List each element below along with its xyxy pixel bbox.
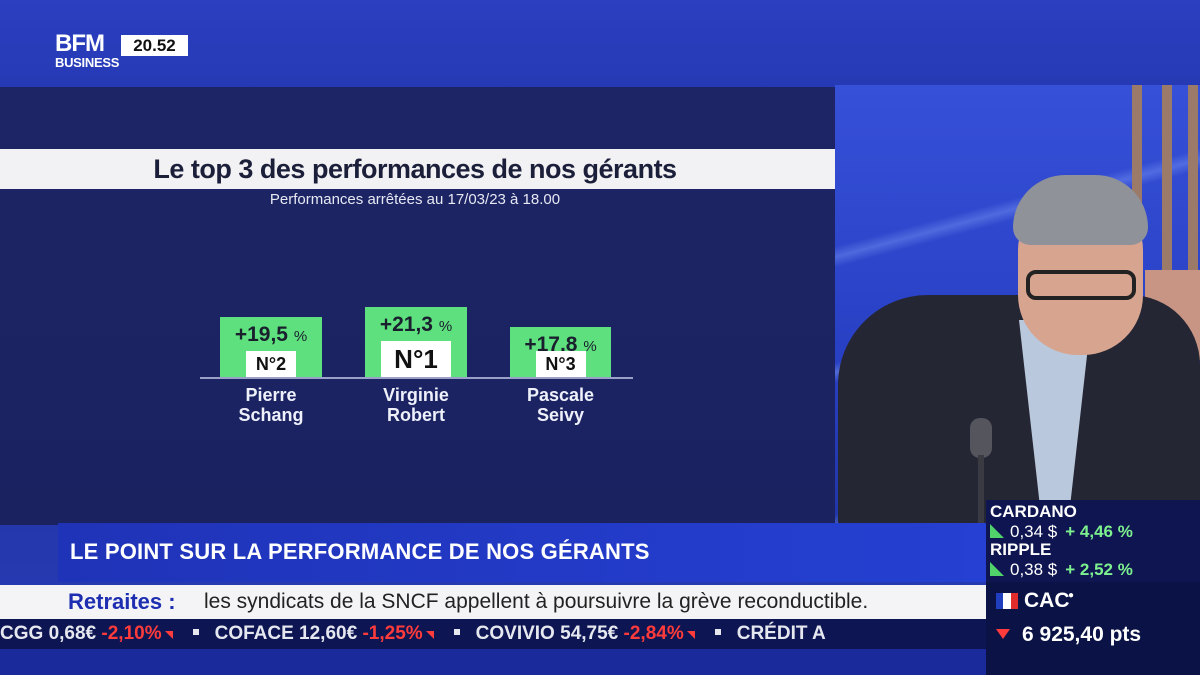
manager-name: Virginie Robert	[355, 385, 477, 425]
chart-subtitle: Performances arrêtées au 17/03/23 à 18.0…	[269, 191, 561, 208]
bottom-strip	[0, 649, 986, 675]
rank-badge: N°2	[246, 351, 296, 377]
index-panel: CAC ● 6 925,40 pts	[986, 582, 1200, 675]
microphone-stand	[978, 455, 984, 525]
news-label: Retraites :	[68, 589, 176, 614]
headline-text: LE POINT SUR LA PERFORMANCE DE NOS GÉRAN…	[70, 539, 650, 564]
rank-badge: N°3	[535, 351, 586, 377]
crypto-change: + 4,46 %	[1065, 522, 1133, 541]
bar-value-number: +17,8	[524, 332, 584, 356]
studio-pillar	[1188, 85, 1198, 315]
crypto-price: 0,34 $	[1010, 522, 1058, 541]
presenter	[838, 170, 1200, 525]
news-text: les syndicats de la SNCF appellent à pou…	[204, 590, 869, 613]
bar-value-number: +19,5	[234, 323, 294, 347]
bar-value-number: +21,3	[379, 312, 439, 336]
bar-value-label: +21,3 %	[365, 313, 467, 337]
presenter-suit	[838, 295, 1200, 525]
crypto-price: 0,38 $	[1010, 560, 1058, 579]
bar-value-label: +19,5 %	[220, 323, 322, 347]
live-dot-icon: ●	[1068, 590, 1075, 601]
logo-bfm-text: BFM	[55, 30, 105, 57]
chart-title-bar	[0, 149, 835, 189]
up-triangle-icon	[990, 562, 1004, 576]
bar-value-label: +17,8 %	[510, 333, 611, 357]
crypto-quote: 0,34 $ + 4,46 %	[990, 522, 1200, 542]
flag-stripe	[1010, 593, 1018, 609]
up-triangle-icon	[990, 524, 1004, 538]
index-value: 6 925,40 pts	[1022, 623, 1142, 646]
ticker-price: 54,75€	[560, 623, 624, 644]
presenter-hair	[1013, 175, 1148, 245]
chart-panel: Le top 3 des performances de nos gérants…	[0, 87, 835, 525]
bar-value-unit: %	[583, 337, 597, 355]
ticker-price: 0,68€	[48, 623, 102, 644]
ticker-change: -2,84%	[623, 623, 684, 644]
crypto-name: CARDANO	[990, 502, 1077, 521]
flag-stripe	[996, 593, 1004, 609]
microphone-icon	[970, 418, 992, 458]
bar-value-unit: %	[438, 317, 453, 335]
chart-title: Le top 3 des performances de nos gérants	[153, 154, 677, 184]
studio-pillar	[1162, 85, 1172, 315]
ticker-item: CRÉDIT A	[737, 619, 826, 649]
logo-business-text: BUSINESS	[55, 55, 120, 70]
ticker-name: COVIVIO	[475, 623, 561, 644]
ticker-item: CGG 0,68€ -2,10%	[0, 619, 173, 649]
ticker-name: CRÉDIT A	[736, 623, 826, 644]
broadcast-clock: 20.52	[121, 35, 188, 56]
crypto-quote: 0,38 $ + 2,52 %	[990, 560, 1200, 580]
bar-value-unit: %	[293, 328, 308, 346]
crypto-row: RIPPLE 0,38 $ + 2,52 %	[990, 540, 1200, 580]
down-triangle-icon	[164, 631, 173, 639]
ticker-change: -2,10%	[101, 623, 162, 644]
ticker-name: COFACE	[214, 623, 300, 644]
index-name: CAC	[1024, 589, 1070, 612]
manager-name: Pascale Seivy	[500, 385, 621, 425]
ticker-change: -1,25%	[362, 623, 423, 644]
headline-banner: LE POINT SUR LA PERFORMANCE DE NOS GÉRAN…	[58, 523, 986, 582]
manager-name-line: Seivy	[536, 405, 585, 425]
france-flag-icon	[996, 593, 1018, 609]
news-line: Retraites : les syndicats de la SNCF app…	[0, 585, 986, 619]
manager-name-line: Schang	[238, 405, 304, 425]
flag-stripe	[1003, 593, 1011, 609]
ticker-item: COVIVIO 54,75€ -2,84%	[476, 619, 695, 649]
down-triangle-icon	[686, 631, 695, 639]
crypto-panel: CARDANO 0,34 $ + 4,46 % RIPPLE 0,38 $ + 2,…	[986, 500, 1200, 582]
ticker-separator	[192, 629, 199, 636]
ticker-separator	[453, 629, 460, 636]
manager-name-line: Pascale	[526, 385, 595, 405]
ticker-item: COFACE 12,60€ -1,25%	[215, 619, 434, 649]
manager-name-line: Pierre	[245, 385, 297, 405]
ticker-name: CGG	[0, 623, 49, 644]
crypto-change: + 2,52 %	[1065, 560, 1133, 579]
ticker-price: 12,60€	[299, 623, 363, 644]
ticker-separator	[714, 629, 721, 636]
crypto-row: CARDANO 0,34 $ + 4,46 %	[990, 502, 1200, 542]
presenter-glasses	[1026, 270, 1136, 300]
down-triangle-icon	[996, 629, 1010, 639]
manager-name-line: Robert	[387, 405, 445, 425]
bar-chart: +19,5 % N°2 Pierre Schang +21,3 % N°1 Virginie…	[0, 87, 835, 525]
manager-name-line: Virginie	[383, 385, 449, 405]
down-triangle-icon	[425, 631, 434, 639]
stock-ticker: CGG 0,68€ -2,10% COFACE 12,60€ -1,25% COVI…	[0, 619, 986, 649]
channel-logo: BFM BUSINESS	[55, 30, 120, 71]
manager-name: Pierre Schang	[210, 385, 332, 425]
rank-badge: N°1	[381, 341, 451, 377]
crypto-name: RIPPLE	[990, 540, 1052, 559]
chart-baseline	[200, 377, 633, 379]
